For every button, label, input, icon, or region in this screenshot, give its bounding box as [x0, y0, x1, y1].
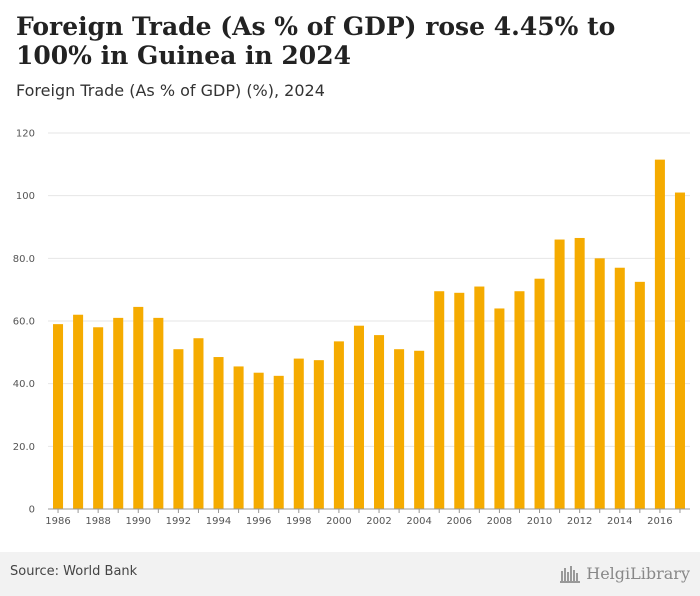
x-tick-label: 2016 [647, 516, 672, 527]
bar-1998 [293, 358, 304, 509]
x-tick-label: 2002 [366, 516, 391, 527]
helgi-library-logo[interactable]: HelgiLibrary [560, 561, 690, 585]
bar-2017 [674, 192, 685, 509]
footer: Source: World Bank HelgiLibrary [0, 552, 700, 596]
bar-1989 [113, 317, 124, 509]
x-tick-label: 1988 [85, 516, 110, 527]
bar-chart: 0 20.0 40.0 60.0 80.0 100 120 1986 1988 1990 1992… [13, 129, 690, 527]
x-tick-label: 2010 [527, 516, 552, 527]
x-tick-label: 1996 [246, 516, 271, 527]
chart-area: 0 20.0 40.0 60.0 80.0 100 120 1986 1988 1990 1992… [0, 112, 700, 552]
bar-2003 [394, 349, 405, 509]
x-tick-label: 2004 [406, 516, 431, 527]
bar-2011 [554, 239, 565, 509]
bar-1997 [273, 375, 284, 509]
bar-2001 [353, 325, 364, 509]
bar-2014 [614, 267, 625, 509]
x-tick-label: 2000 [326, 516, 351, 527]
bar-1999 [313, 360, 324, 509]
source-label: Source: World Bank [10, 564, 138, 579]
bar-1990 [133, 306, 144, 509]
bar-1996 [253, 372, 264, 509]
x-tick-label: 2014 [607, 516, 632, 527]
bars [53, 159, 685, 509]
y-tick-label: 120 [16, 129, 35, 140]
y-tick-label: 0 [29, 505, 35, 516]
bar-2000 [333, 341, 344, 509]
bar-1991 [153, 317, 164, 509]
bar-2013 [594, 258, 605, 509]
header: Foreign Trade (As % of GDP) rose 4.45% t… [0, 0, 700, 112]
bar-2009 [514, 291, 525, 509]
library-icon [560, 566, 581, 583]
bar-1993 [193, 338, 204, 509]
bar-2005 [434, 291, 445, 509]
bar-2004 [414, 350, 425, 509]
x-tick-label: 1994 [206, 516, 231, 527]
x-tick-label: 1986 [45, 516, 70, 527]
bar-1994 [213, 357, 224, 509]
bar-1988 [93, 327, 104, 509]
chart-subtitle: Foreign Trade (As % of GDP) (%), 2024 [16, 81, 325, 100]
y-tick-label: 40.0 [13, 379, 35, 390]
x-tick-label: 1992 [166, 516, 191, 527]
y-tick-label: 60.0 [13, 317, 35, 328]
x-tick-label: 2006 [447, 516, 472, 527]
bar-2008 [494, 308, 505, 509]
bar-2007 [474, 286, 485, 509]
bar-2010 [534, 278, 545, 509]
x-tick-label: 2008 [487, 516, 512, 527]
x-tick-label: 1998 [286, 516, 311, 527]
bar-2016 [654, 159, 665, 509]
y-tick-label: 100 [16, 191, 35, 202]
bar-1987 [73, 314, 84, 509]
y-tick-label: 80.0 [13, 254, 35, 265]
bar-2012 [574, 237, 585, 509]
grid-lines [48, 132, 690, 447]
bar-1986 [53, 324, 64, 509]
logo-text: HelgiLibrary [586, 563, 690, 583]
x-axis-ticks: 1986 1988 1990 1992 1994 1996 1998 2000 2002 2004… [45, 509, 681, 527]
x-tick-label: 2012 [567, 516, 592, 527]
bar-2006 [454, 292, 465, 509]
bar-2002 [374, 335, 385, 509]
y-tick-label: 20.0 [13, 442, 35, 453]
bar-2015 [634, 281, 645, 509]
bar-1992 [173, 349, 184, 509]
page-title: Foreign Trade (As % of GDP) rose 4.45% t… [16, 12, 616, 70]
y-axis-ticks: 0 20.0 40.0 60.0 80.0 100 120 [13, 129, 35, 516]
x-tick-label: 1990 [126, 516, 151, 527]
bar-1995 [233, 366, 244, 509]
